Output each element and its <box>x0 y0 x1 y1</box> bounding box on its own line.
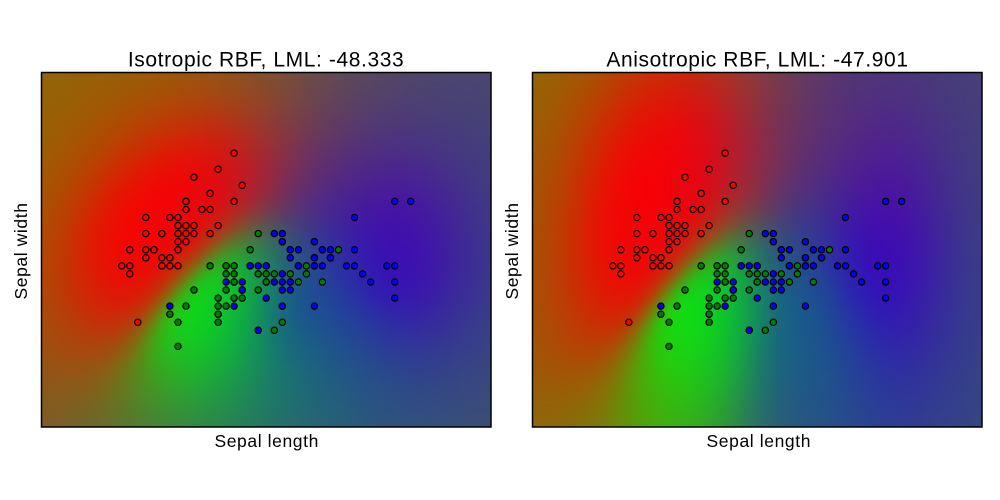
svg-text:Sepal width: Sepal width <box>502 202 522 299</box>
svg-text:Isotropic RBF, LML: -48.333: Isotropic RBF, LML: -48.333 <box>128 49 405 72</box>
svg-text:Sepal width: Sepal width <box>11 202 31 299</box>
svg-text:Sepal length: Sepal length <box>707 431 812 451</box>
svg-text:Anisotropic RBF, LML: -47.901: Anisotropic RBF, LML: -47.901 <box>606 49 908 72</box>
svg-text:Sepal length: Sepal length <box>214 431 319 451</box>
